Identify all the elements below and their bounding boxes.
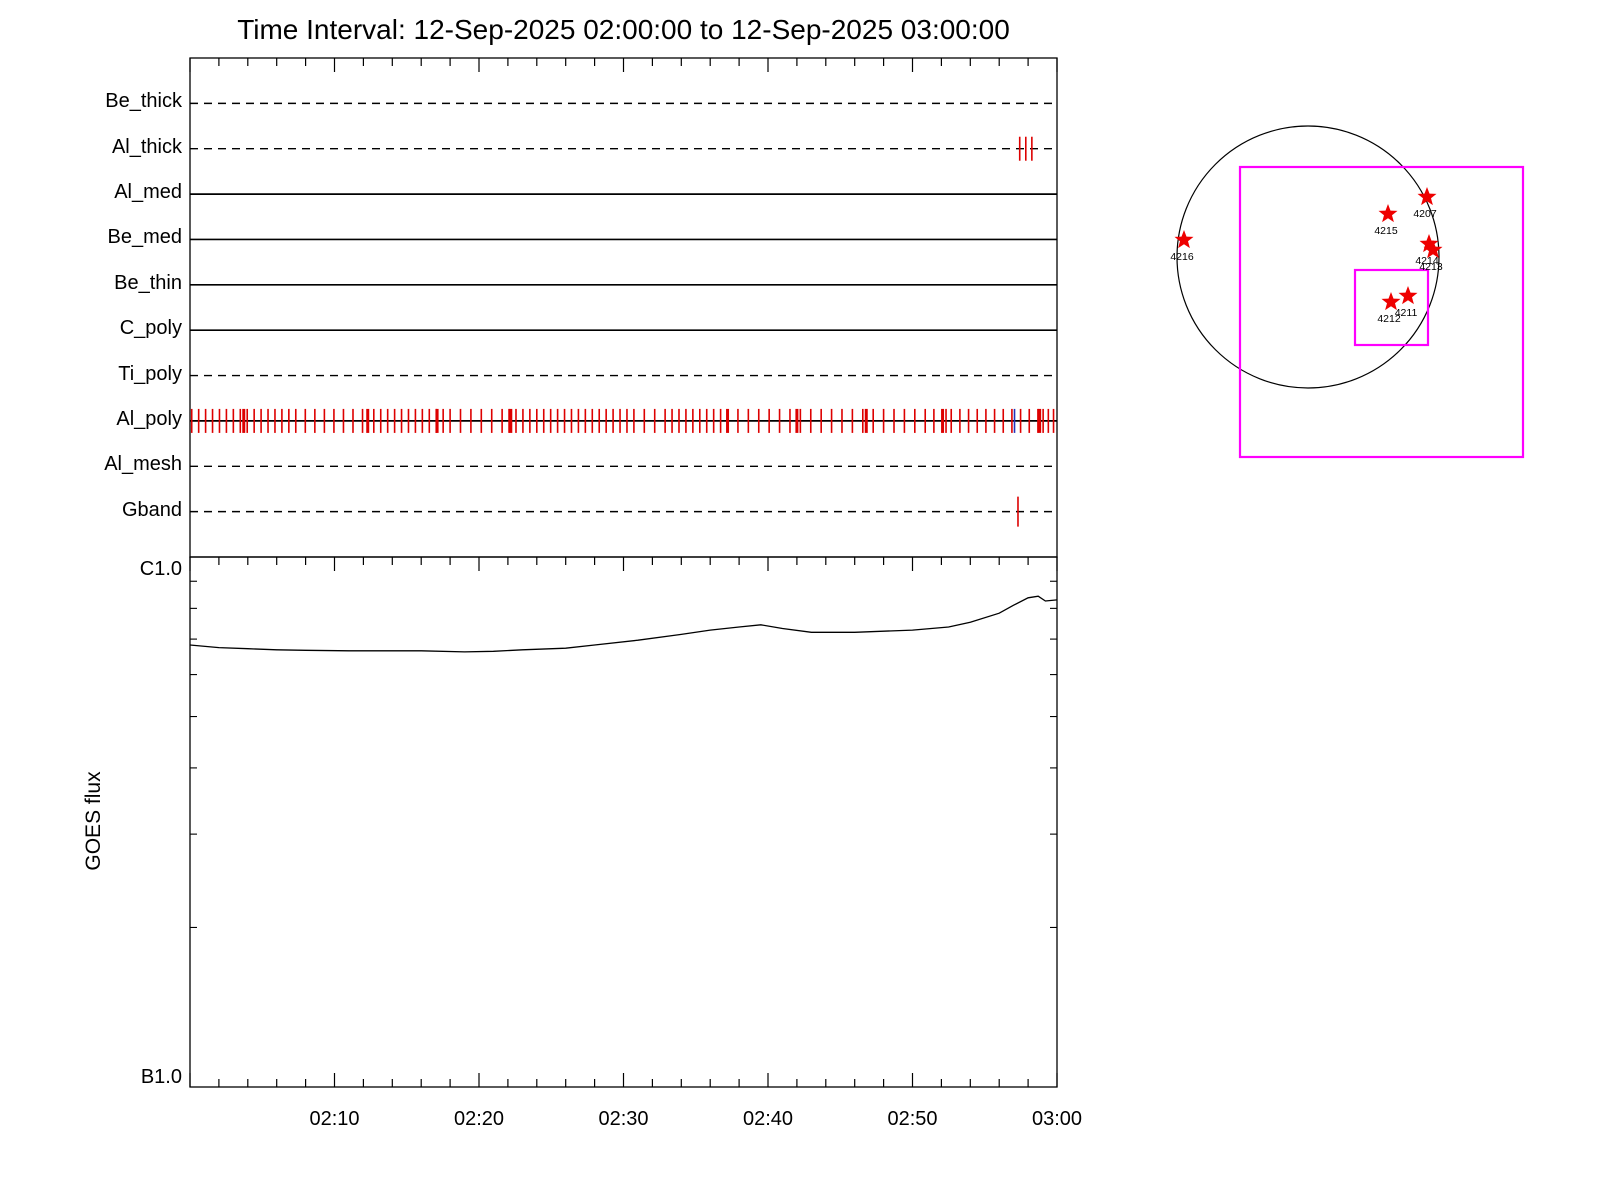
time-axis-ticks — [189, 58, 1058, 1087]
active-region-4211: 4211 — [1395, 286, 1418, 319]
xtick-label-02:30: 02:30 — [598, 1108, 649, 1130]
active-region-label: 4212 — [1377, 313, 1401, 325]
filter-label-Gband: Gband — [121, 498, 182, 521]
active-region-marker — [1378, 204, 1398, 223]
active-region-label: 4214 — [1415, 255, 1439, 267]
filter-label-Be_med: Be_med — [107, 226, 183, 249]
filter-label-Be_thin: Be_thin — [114, 271, 182, 294]
goes-ymax-label: C1.0 — [139, 558, 182, 580]
xtick-label-02:10: 02:10 — [309, 1108, 360, 1130]
goes-panel-frame — [189, 556, 1058, 1088]
active-region-marker — [1417, 187, 1437, 206]
active-region-label: 4213 — [1419, 261, 1443, 273]
active-region-marker — [1381, 292, 1401, 311]
active-region-label: 4216 — [1170, 251, 1194, 263]
filter-label-Al_mesh: Al_mesh — [104, 453, 182, 476]
xtick-label-03:00: 03:00 — [1031, 1108, 1083, 1130]
filter-row-Gband — [190, 496, 1057, 527]
active-region-4215: 4215 — [1374, 204, 1398, 237]
goes-flux-axis-label: GOES flux — [82, 771, 105, 871]
xtick-label-02:50: 02:50 — [887, 1108, 938, 1130]
page-title: Time Interval: 12-Sep-2025 02:00:00 to 1… — [237, 14, 1010, 45]
active-region-label: 4211 — [1395, 307, 1418, 319]
xtick-label-02:20: 02:20 — [453, 1108, 505, 1130]
xtick-label-02:40: 02:40 — [742, 1108, 794, 1130]
goes-flux-curve — [189, 595, 1058, 653]
active-region-marker — [1423, 240, 1443, 259]
filter-label-Al_thick: Al_thick — [111, 135, 182, 158]
filter-panel-frame — [189, 57, 1058, 558]
filter-row-Al_thick — [190, 136, 1057, 161]
active-region-label: 4215 — [1374, 225, 1398, 237]
active-region-label: 4207 — [1413, 208, 1437, 220]
active-region-marker — [1174, 230, 1194, 249]
filter-label-Ti_poly: Ti_poly — [118, 362, 182, 385]
active-region-4214: 4214 — [1415, 234, 1439, 267]
filter-label-Al_poly: Al_poly — [116, 407, 182, 430]
active-region-4216: 4216 — [1170, 230, 1194, 263]
fov-box-0 — [1238, 165, 1525, 459]
active-region-4207: 4207 — [1413, 187, 1437, 220]
filter-label-Be_thick: Be_thick — [105, 90, 182, 113]
goes-log-ticks — [190, 580, 1057, 929]
filter-label-Al_med: Al_med — [114, 181, 182, 204]
goes-ymin-label: B1.0 — [140, 1066, 182, 1088]
filter-row-Al_poly — [190, 408, 1057, 433]
solar-limb — [1176, 125, 1440, 389]
active-region-marker — [1398, 286, 1418, 305]
active-region-4212: 4212 — [1377, 292, 1401, 325]
filter-label-C_poly: C_poly — [119, 317, 182, 340]
active-region-marker — [1419, 234, 1439, 253]
active-region-4213: 4213 — [1419, 240, 1443, 273]
fov-box-1 — [1353, 268, 1430, 347]
